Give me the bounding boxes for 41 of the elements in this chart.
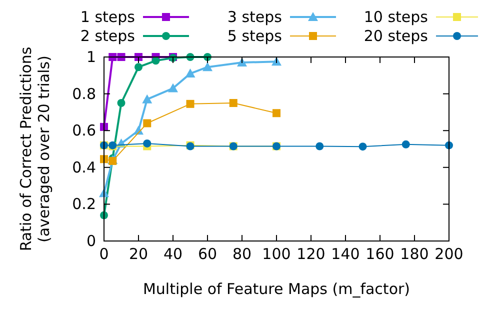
point [272,56,282,66]
point [134,63,142,72]
legend-label: 2 steps [80,27,136,45]
legend-label: 5 steps [227,27,282,45]
point [168,83,178,92]
y-tick-label: 0.6 [72,122,96,140]
x-tick-label: 140 [331,245,360,263]
point [229,99,238,107]
legend-label: 20 steps [364,27,428,45]
point [142,94,152,104]
point [185,68,196,78]
point [316,142,324,150]
point [117,99,126,107]
point [202,62,212,72]
legend-label: 3 steps [227,8,282,26]
x-tick-label: 0 [99,245,109,263]
point [143,139,152,148]
x-tick-label: 20 [128,245,148,263]
x-tick-label: 120 [296,245,326,263]
point [143,119,152,128]
x-tick-label: 160 [366,245,394,263]
x-tick-label: 60 [198,245,218,263]
point [402,140,410,148]
legend-label: 10 steps [364,8,428,26]
x-tick-label: 100 [262,245,291,263]
y-axis-title: Ratio of Correct Predictions (averaged over 20 trials) [17,46,53,252]
y-tick-label: 0.2 [72,195,96,214]
y-tick-label: 0 [86,232,96,250]
y-tick-label: 0.4 [72,158,96,176]
x-tick-label: 200 [434,245,464,263]
point [358,142,367,151]
point [186,100,194,108]
point [152,56,160,65]
y-tick-label: 0.8 [72,84,96,103]
x-axis-title: Multiple of Feature Maps (m_factor) [142,280,410,298]
y-tick-label: 1 [86,48,96,66]
point [272,109,280,118]
x-tick-label: 180 [400,245,429,263]
x-tick-label: 40 [163,245,183,263]
legend-label: 1 steps [80,8,136,26]
x-tick-label: 80 [232,245,252,263]
